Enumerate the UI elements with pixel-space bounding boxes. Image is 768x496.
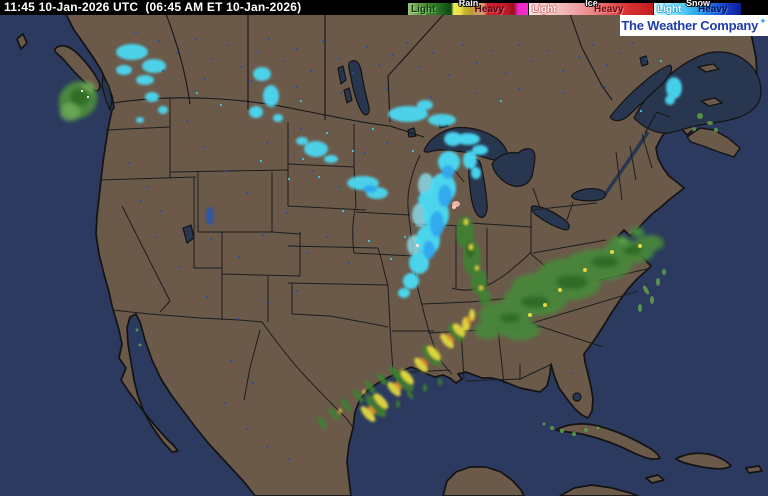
logo-text: The Weather Company [621, 18, 759, 33]
st-lawrence-river [602, 131, 650, 197]
ice-gradient-bar [529, 3, 653, 15]
hispaniola [675, 452, 732, 470]
weather-company-logo: The Weather Company ✦ [620, 15, 768, 36]
radar-squall-line [360, 309, 475, 422]
radar-rain-washington [58, 81, 98, 121]
central-america [559, 484, 639, 496]
radar-rain-midwest [456, 216, 491, 306]
maritime-islands [686, 63, 741, 158]
radar-precipitation [58, 32, 718, 460]
anticosti-island [697, 63, 720, 73]
province-borders [112, 13, 671, 138]
rain-heavy-label: Heavy [474, 4, 505, 15]
puerto-rico [745, 465, 763, 474]
rain-gradient-bar [408, 3, 528, 15]
puget-sound [101, 75, 113, 111]
lake-manitoba [343, 87, 353, 104]
lake-winnipegosis [337, 65, 347, 85]
radar-rain-yellow-specks [528, 244, 642, 317]
legend-rain: Rain Light Heavy [408, 0, 529, 16]
radar-rain-southeast [474, 227, 664, 340]
snow-light-label: Light [657, 4, 682, 15]
yucatan [442, 466, 525, 496]
radar-texas-coast [317, 366, 442, 429]
prince-edward-island [700, 97, 723, 107]
lake-winnipeg [348, 60, 370, 116]
lake-erie [530, 205, 570, 231]
lake-okeechobee [572, 392, 582, 402]
rain-label: Rain [458, 0, 479, 8]
jamaica [645, 474, 665, 484]
st-lawrence-estuary [609, 64, 673, 122]
ice-label: Ice [585, 0, 598, 8]
precip-legend: Rain Light Heavy Ice Light Heavy Snow Li… [408, 0, 742, 16]
snow-heavy-label: Heavy [698, 4, 728, 15]
lake-of-the-woods [407, 127, 417, 138]
lake-ontario [571, 188, 606, 202]
ice-heavy-label: Heavy [594, 4, 624, 15]
legend-snow: Snow Light Heavy [654, 0, 742, 16]
vancouver-island [54, 44, 101, 92]
legend-ice: Ice Light Heavy [529, 0, 654, 16]
haida-gwaii [16, 33, 28, 50]
gulf-of-st-lawrence [633, 51, 762, 134]
radar-snow-midwest [398, 132, 488, 298]
north-america [65, 13, 758, 496]
logo-star-icon: ✦ [759, 16, 767, 26]
radar-atlantic-and-misc [81, 90, 718, 436]
quebec-lake [639, 55, 649, 67]
radar-snow-west [116, 44, 682, 225]
landmass [16, 13, 763, 496]
ice-light-label: Light [532, 4, 557, 15]
snow-gradient-bar [654, 3, 741, 15]
radar-noise-speckles [128, 32, 647, 460]
radar-cyan-speckles [196, 60, 662, 260]
rain-light-label: Light [411, 4, 436, 15]
cuba [555, 423, 661, 461]
snow-label: Snow [686, 0, 710, 8]
lake-huron [491, 148, 536, 187]
nova-scotia [686, 127, 741, 158]
timestamp: 11:45 10-Jan-2026 UTC (06:45 AM ET 10-Ja… [4, 0, 302, 14]
